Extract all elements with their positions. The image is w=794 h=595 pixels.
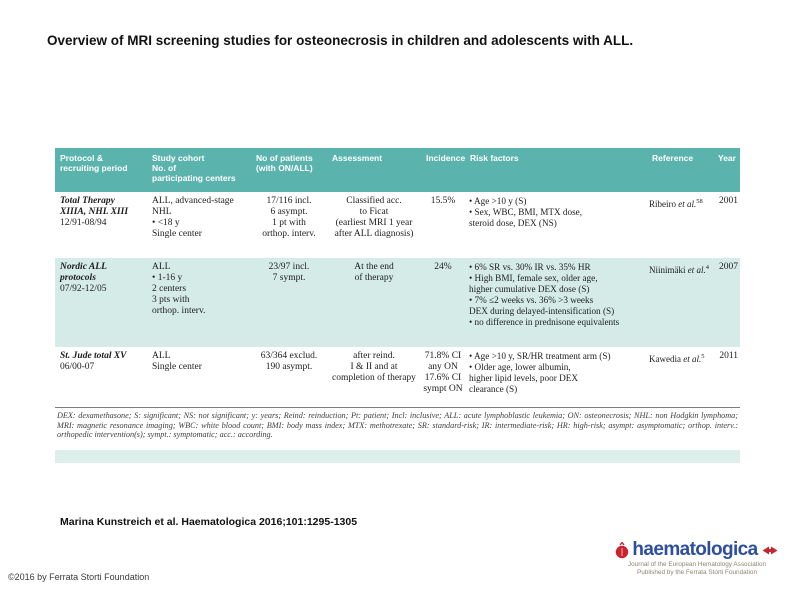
cell-incidence: 15.5% xyxy=(430,196,456,206)
protocol-name: Nordic ALL protocols xyxy=(60,262,107,283)
haematologica-logo: haematologica Journal of the European He… xyxy=(606,540,788,576)
cell-risk-factors: • Age >10 y (S) • Sex, WBC, BMI, MTX dos… xyxy=(469,196,583,228)
cell-risk-factors: • Age >10 y, SR/HR treatment arm (S) • O… xyxy=(469,351,611,394)
reference-number: 4 xyxy=(705,264,709,271)
table-row-total-therapy: Total Therapy XIIIA, NHL XIII 12/91-08/9… xyxy=(55,192,740,258)
col-header-assessment: Assessment xyxy=(332,153,383,163)
cell-reference: Ribeiro et al.58 xyxy=(647,192,713,258)
citation: Marina Kunstreich et al. Haematologica 2… xyxy=(60,516,358,528)
logo-row: haematologica xyxy=(615,540,778,560)
cell-patients: 17/116 incl. 6 asympt. 1 pt with orthop.… xyxy=(262,196,316,239)
table-row-st-jude: St. Jude total XV 06/00-07 ALL Single ce… xyxy=(55,347,740,407)
cell-reference: Niinimäki et al.4 xyxy=(647,258,713,347)
reference-author: Niinimäki xyxy=(649,265,688,275)
col-header-incidence: Incidence xyxy=(426,153,466,163)
cell-protocol: Nordic ALL protocols 07/92-12/05 xyxy=(55,258,147,347)
col-header-study-cohort: Study cohort No. of participating center… xyxy=(152,153,236,183)
col-header-year: Year xyxy=(718,153,736,163)
cell-study-cohort: ALL Single center xyxy=(152,351,202,372)
table-footnote: DEX: dexamethasone; S: significant; NS: … xyxy=(55,407,740,450)
protocol-period: 06/00-07 xyxy=(60,362,95,372)
col-header-patients: No of patients (with ON/ALL) xyxy=(256,153,313,173)
reference-etal: et al. xyxy=(678,199,697,209)
red-ribbon-ornament-icon xyxy=(761,545,779,556)
copyright: ©2016 by Ferrata Storti Foundation xyxy=(8,572,150,582)
cell-incidence: 24% xyxy=(434,262,452,272)
page-title: Overview of MRI screening studies for os… xyxy=(47,33,634,48)
cell-patients: 23/97 incl. 7 sympt. xyxy=(268,262,310,283)
reference-author: Kawedia xyxy=(649,354,684,364)
protocol-period: 07/92-12/05 xyxy=(60,284,107,294)
logo-tagline: Journal of the European Hematology Assoc… xyxy=(628,561,766,576)
cell-year: 2007 xyxy=(719,262,738,272)
logo-tagline-line1: Journal of the European Hematology Assoc… xyxy=(627,561,767,568)
logo-tagline-line2: Published by the Ferrata Storti Foundati… xyxy=(636,568,758,576)
table-row-nordic-all: Nordic ALL protocols 07/92-12/05 ALL • 1… xyxy=(55,258,740,347)
table-header-row: Protocol & recruiting period Study cohor… xyxy=(55,148,740,192)
cell-protocol: St. Jude total XV 06/00-07 xyxy=(55,347,147,407)
protocol-period: 12/91-08/94 xyxy=(60,218,107,228)
protocol-name: Total Therapy XIIIA, NHL XIII xyxy=(60,196,129,217)
table-bottom-strip xyxy=(55,450,740,463)
cell-assessment: Classified acc. to Ficat (earliest MRI 1… xyxy=(334,196,414,239)
cell-study-cohort: ALL • 1-16 y 2 centers 3 pts with orthop… xyxy=(152,262,206,316)
cell-assessment: after reind. I & II and at completion of… xyxy=(332,351,416,383)
brand-name: haematologica xyxy=(632,539,758,560)
pomegranate-icon xyxy=(615,541,629,559)
cell-year: 2001 xyxy=(719,196,738,206)
cell-incidence: 71.8% CI any ON 17.6% CI sympt ON xyxy=(423,351,463,394)
reference-number: 58 xyxy=(696,198,703,205)
col-header-risk-factors: Risk factors xyxy=(470,153,519,163)
reference-etal: et al. xyxy=(687,265,706,275)
cell-risk-factors: • 6% SR vs. 30% IR vs. 35% HR • High BMI… xyxy=(469,262,620,327)
reference-etal: et al. xyxy=(683,354,702,364)
col-header-protocol: Protocol & recruiting period xyxy=(60,153,128,173)
cell-protocol: Total Therapy XIIIA, NHL XIII 12/91-08/9… xyxy=(55,192,147,258)
cell-assessment: At the end of therapy xyxy=(354,262,394,283)
col-header-reference: Reference xyxy=(652,153,694,163)
cell-year: 2011 xyxy=(719,351,738,361)
cell-reference: Kawedia et al.5 xyxy=(647,347,713,407)
reference-author: Ribeiro xyxy=(649,199,679,209)
cell-study-cohort: ALL, advanced-stage NHL • <18 y Single c… xyxy=(152,196,234,239)
mri-studies-table: Protocol & recruiting period Study cohor… xyxy=(55,148,740,463)
reference-number: 5 xyxy=(701,353,705,360)
protocol-name: St. Jude total XV xyxy=(60,351,127,361)
cell-patients: 63/364 exclud. 190 asympt. xyxy=(260,351,318,372)
